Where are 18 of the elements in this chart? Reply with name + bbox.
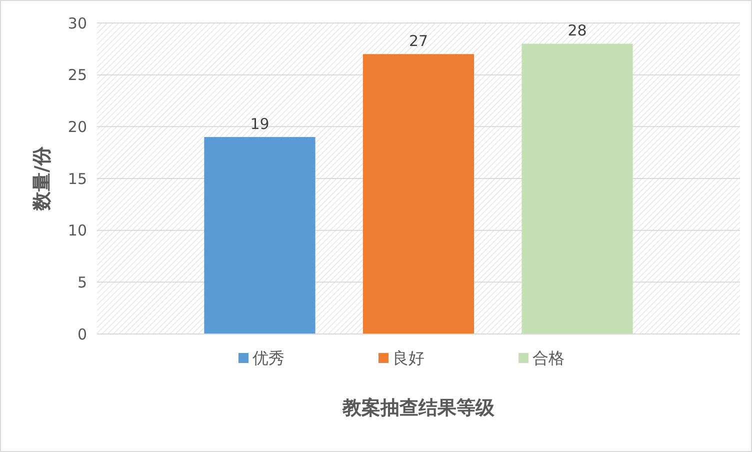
legend-label: 优秀 [252,348,284,368]
data-label: 19 [250,115,270,134]
y-tick-label: 20 [68,118,87,136]
y-tick-label: 25 [68,66,87,84]
x-axis-title: 教案抽查结果等级 [342,397,496,419]
legend-label: 良好 [392,348,424,368]
bar [522,44,633,334]
bar [204,137,316,334]
bar [362,54,474,334]
y-tick-label: 15 [68,170,87,188]
data-label: 28 [568,22,587,40]
y-tick-label: 30 [68,14,87,32]
y-tick-label: 5 [77,273,87,292]
data-label: 27 [408,32,428,50]
y-tick-label: 10 [68,222,87,240]
legend-label: 合格 [532,348,564,368]
y-tick-label: 0 [77,325,87,344]
y-axis-title: 数量/份 [31,146,53,212]
